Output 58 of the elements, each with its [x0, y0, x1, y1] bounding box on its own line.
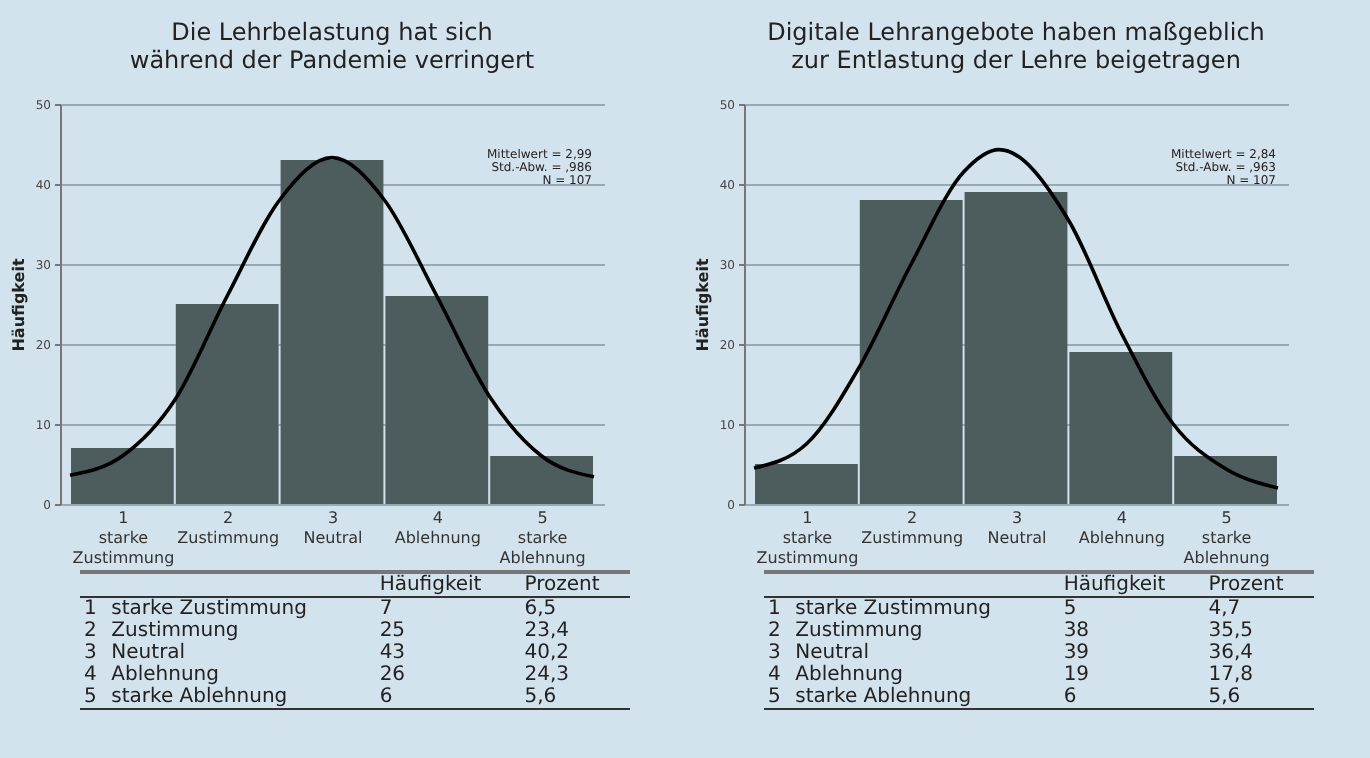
text: 5,6 — [1206, 686, 1243, 709]
text: Ablehnung — [793, 664, 903, 686]
text: starke Ablehnung — [109, 686, 290, 709]
text: Zustimmung — [109, 620, 241, 642]
text: starke Ablehnung — [793, 686, 974, 709]
x-tick-label: 3 Neutral — [303, 509, 363, 547]
text: 5,6 — [522, 686, 559, 709]
x-tick-label: 5 starke Ablehnung — [1183, 509, 1270, 567]
text: Prozent — [520, 572, 630, 597]
text: 4 — [766, 664, 783, 686]
x-tick-label: 1 starke Zustimmung — [72, 509, 175, 567]
x-tick-label: 5 starke Ablehnung — [499, 509, 586, 567]
text: 39 — [1061, 642, 1092, 664]
text: 2 — [766, 620, 783, 642]
text: 35,5 — [1206, 620, 1255, 642]
text: 1 — [766, 597, 783, 620]
text: 40,2 — [522, 642, 571, 664]
text: 17,8 — [1206, 664, 1255, 686]
text: Häufigkeit — [375, 572, 521, 597]
text: Neutral — [793, 642, 870, 664]
text: 5 — [82, 686, 99, 709]
text: 23,4 — [522, 620, 571, 642]
y-axis-title: Häufigkeit — [693, 258, 712, 352]
text: 5 — [766, 686, 783, 709]
text: 3 — [82, 642, 99, 664]
x-tick-label: 3 Neutral — [987, 509, 1047, 547]
text: 7 — [377, 597, 395, 620]
text: 19 — [1061, 664, 1092, 686]
text: 36,4 — [1206, 642, 1255, 664]
text: 4,7 — [1206, 597, 1243, 620]
chart-title: Digitale Lehrangebote haben maßgeblich zur Entlastung der Lehre beigetragen — [767, 18, 1265, 74]
x-tick-label: 2 Zustimmung — [177, 509, 280, 547]
y-axis-title: Häufigkeit — [9, 258, 28, 352]
text: 4 — [82, 664, 99, 686]
text: 5 — [1061, 597, 1079, 620]
text: 3 — [766, 642, 783, 664]
text: 6 — [377, 686, 395, 709]
text: 24,3 — [522, 664, 571, 686]
text: Häufigkeit — [1059, 572, 1205, 597]
text: Neutral — [109, 642, 186, 664]
text: 25 — [377, 620, 408, 642]
text: 2 — [82, 620, 99, 642]
text: 1 — [82, 597, 99, 620]
text: 26 — [377, 664, 408, 686]
text: 6 — [1061, 686, 1079, 709]
text: 38 — [1061, 620, 1092, 642]
x-tick-label: 4 Ablehnung — [394, 509, 481, 547]
text: Zustimmung — [793, 620, 925, 642]
text: Prozent — [1204, 572, 1314, 597]
x-tick-label: 4 Ablehnung — [1078, 509, 1165, 547]
text: starke Zustimmung — [109, 597, 309, 620]
text: starke Zustimmung — [793, 597, 993, 620]
x-tick-label: 1 starke Zustimmung — [756, 509, 859, 567]
text: 43 — [377, 642, 408, 664]
chart-title: Die Lehrbelastung hat sich während der Pandemie verringert — [129, 18, 535, 74]
text: Ablehnung — [109, 664, 219, 686]
text: 6,5 — [522, 597, 559, 620]
x-tick-label: 2 Zustimmung — [861, 509, 964, 547]
